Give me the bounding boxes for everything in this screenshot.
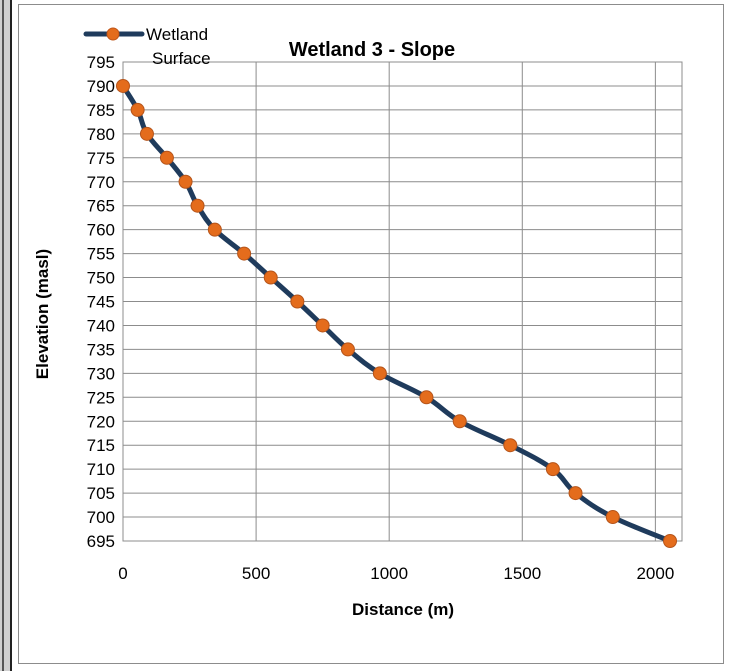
y-tick-label: 705	[87, 484, 115, 503]
plot-area-border	[122, 61, 683, 542]
data-point	[452, 414, 467, 429]
legend-marker-swatch	[106, 27, 120, 41]
y-tick-label: 750	[87, 269, 115, 288]
y-tick-label: 735	[87, 340, 115, 359]
legend: Wetland Surface	[83, 25, 211, 68]
data-point	[545, 462, 560, 477]
x-tick-label: 0	[118, 564, 127, 583]
y-axis-title: Elevation (masl)	[33, 249, 52, 379]
grid-lines	[122, 61, 682, 542]
data-point	[503, 438, 518, 453]
data-point	[139, 126, 154, 141]
y-tick-label: 770	[87, 173, 115, 192]
y-tick-label: 755	[87, 245, 115, 264]
y-tick-label: 725	[87, 388, 115, 407]
window-left-edge-line	[2, 0, 4, 671]
y-tick-label: 790	[87, 77, 115, 96]
data-point	[290, 294, 305, 309]
data-point	[315, 318, 330, 333]
data-point	[207, 222, 222, 237]
y-tick-label: 700	[87, 508, 115, 527]
data-point	[663, 534, 678, 548]
y-tick-label: 740	[87, 316, 115, 335]
data-point	[237, 246, 252, 261]
x-tick-label: 1500	[503, 564, 541, 583]
window-left-edge	[0, 0, 12, 671]
x-axis-tick-labels: 0 500 1000 1500 2000	[118, 564, 674, 583]
y-tick-label: 780	[87, 125, 115, 144]
x-axis-title: Distance (m)	[352, 600, 454, 619]
data-point	[372, 366, 387, 381]
x-tick-label: 1000	[370, 564, 408, 583]
data-point	[263, 270, 278, 285]
data-point	[605, 510, 620, 525]
series-wetland-surface	[116, 78, 678, 548]
series-line	[120, 83, 673, 544]
y-tick-label: 765	[87, 197, 115, 216]
y-tick-label: 720	[87, 412, 115, 431]
y-tick-label: 715	[87, 436, 115, 455]
y-axis-tick-labels: 695 700 705 710 715 720 725 730 735 740 745 750 755 7…	[87, 53, 115, 551]
data-point	[190, 198, 205, 213]
chart-area-border	[18, 4, 724, 664]
y-tick-label: 730	[87, 364, 115, 383]
y-tick-label: 745	[87, 293, 115, 312]
y-tick-label: 775	[87, 149, 115, 168]
data-point	[419, 390, 434, 405]
y-tick-label: 710	[87, 460, 115, 479]
data-point	[340, 342, 355, 357]
data-point	[130, 102, 145, 117]
x-tick-label: 2000	[636, 564, 674, 583]
data-point	[116, 78, 130, 93]
x-tick-label: 500	[242, 564, 270, 583]
data-point	[568, 486, 583, 501]
y-tick-label: 760	[87, 221, 115, 240]
legend-label-line-2: Surface	[152, 49, 211, 68]
legend-label-line-1: Wetland	[146, 25, 208, 44]
y-tick-label: 785	[87, 101, 115, 120]
data-point	[178, 174, 193, 189]
data-point	[159, 150, 174, 165]
y-tick-label: 695	[87, 532, 115, 551]
y-tick-label: 795	[87, 53, 115, 72]
chart-title: Wetland 3 - Slope	[289, 39, 455, 61]
